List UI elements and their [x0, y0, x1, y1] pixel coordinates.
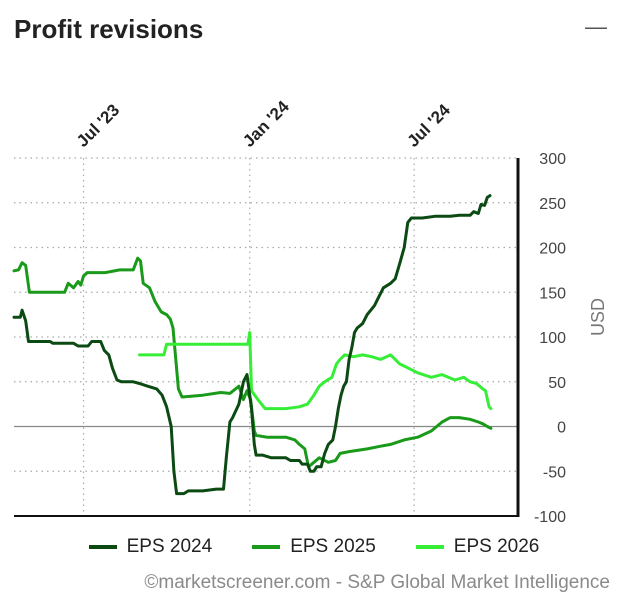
y-tick-label: 150 [539, 285, 566, 302]
x-tick-label: Jul '23 [73, 100, 123, 150]
series-line-eps-2024 [12, 194, 492, 496]
profit-revisions-chart: 300 250 200 150 100 50 0 -50 -100 Jul '23 Jan '24 J… [12, 97, 608, 526]
legend-swatch-eps-2024 [88, 545, 117, 549]
series-line-eps-2025 [12, 256, 493, 469]
x-tick-label: Jan '24 [239, 97, 293, 151]
chart-legend: EPS 2024 EPS 2025 EPS 2026 [0, 536, 628, 558]
legend-item-eps-2024[interactable]: EPS 2024 [88, 536, 213, 558]
y-tick-label: 200 [539, 241, 566, 258]
grid-layer [14, 157, 518, 516]
axis-layer: 300 250 200 150 100 50 0 -50 -100 Jul '23 Jan '24 J… [14, 97, 608, 526]
y-tick-label: 300 [539, 151, 566, 168]
y-tick-label: 0 [557, 420, 566, 437]
y-axis-title: USD [588, 298, 608, 336]
y-tick-label: -50 [543, 464, 566, 481]
y-tick-label: -100 [534, 509, 566, 526]
y-tick-label: 100 [539, 330, 566, 347]
collapse-icon[interactable]: — [585, 14, 607, 39]
source-credit: ©marketscreener.com - S&P Global Market … [144, 572, 610, 593]
legend-label-eps-2026: EPS 2026 [453, 536, 540, 557]
x-tick-label: Jul '24 [404, 100, 455, 151]
legend-label-eps-2024: EPS 2024 [126, 536, 213, 557]
legend-item-eps-2025[interactable]: EPS 2025 [252, 536, 376, 558]
legend-swatch-eps-2026 [415, 545, 444, 549]
legend-swatch-eps-2025 [252, 545, 281, 549]
y-tick-label: 250 [539, 196, 566, 213]
series-layer [12, 194, 493, 496]
chart-title: Profit revisions [14, 14, 204, 44]
legend-item-eps-2026[interactable]: EPS 2026 [415, 536, 540, 558]
legend-label-eps-2025: EPS 2025 [290, 536, 376, 557]
y-tick-label: 50 [548, 375, 566, 392]
